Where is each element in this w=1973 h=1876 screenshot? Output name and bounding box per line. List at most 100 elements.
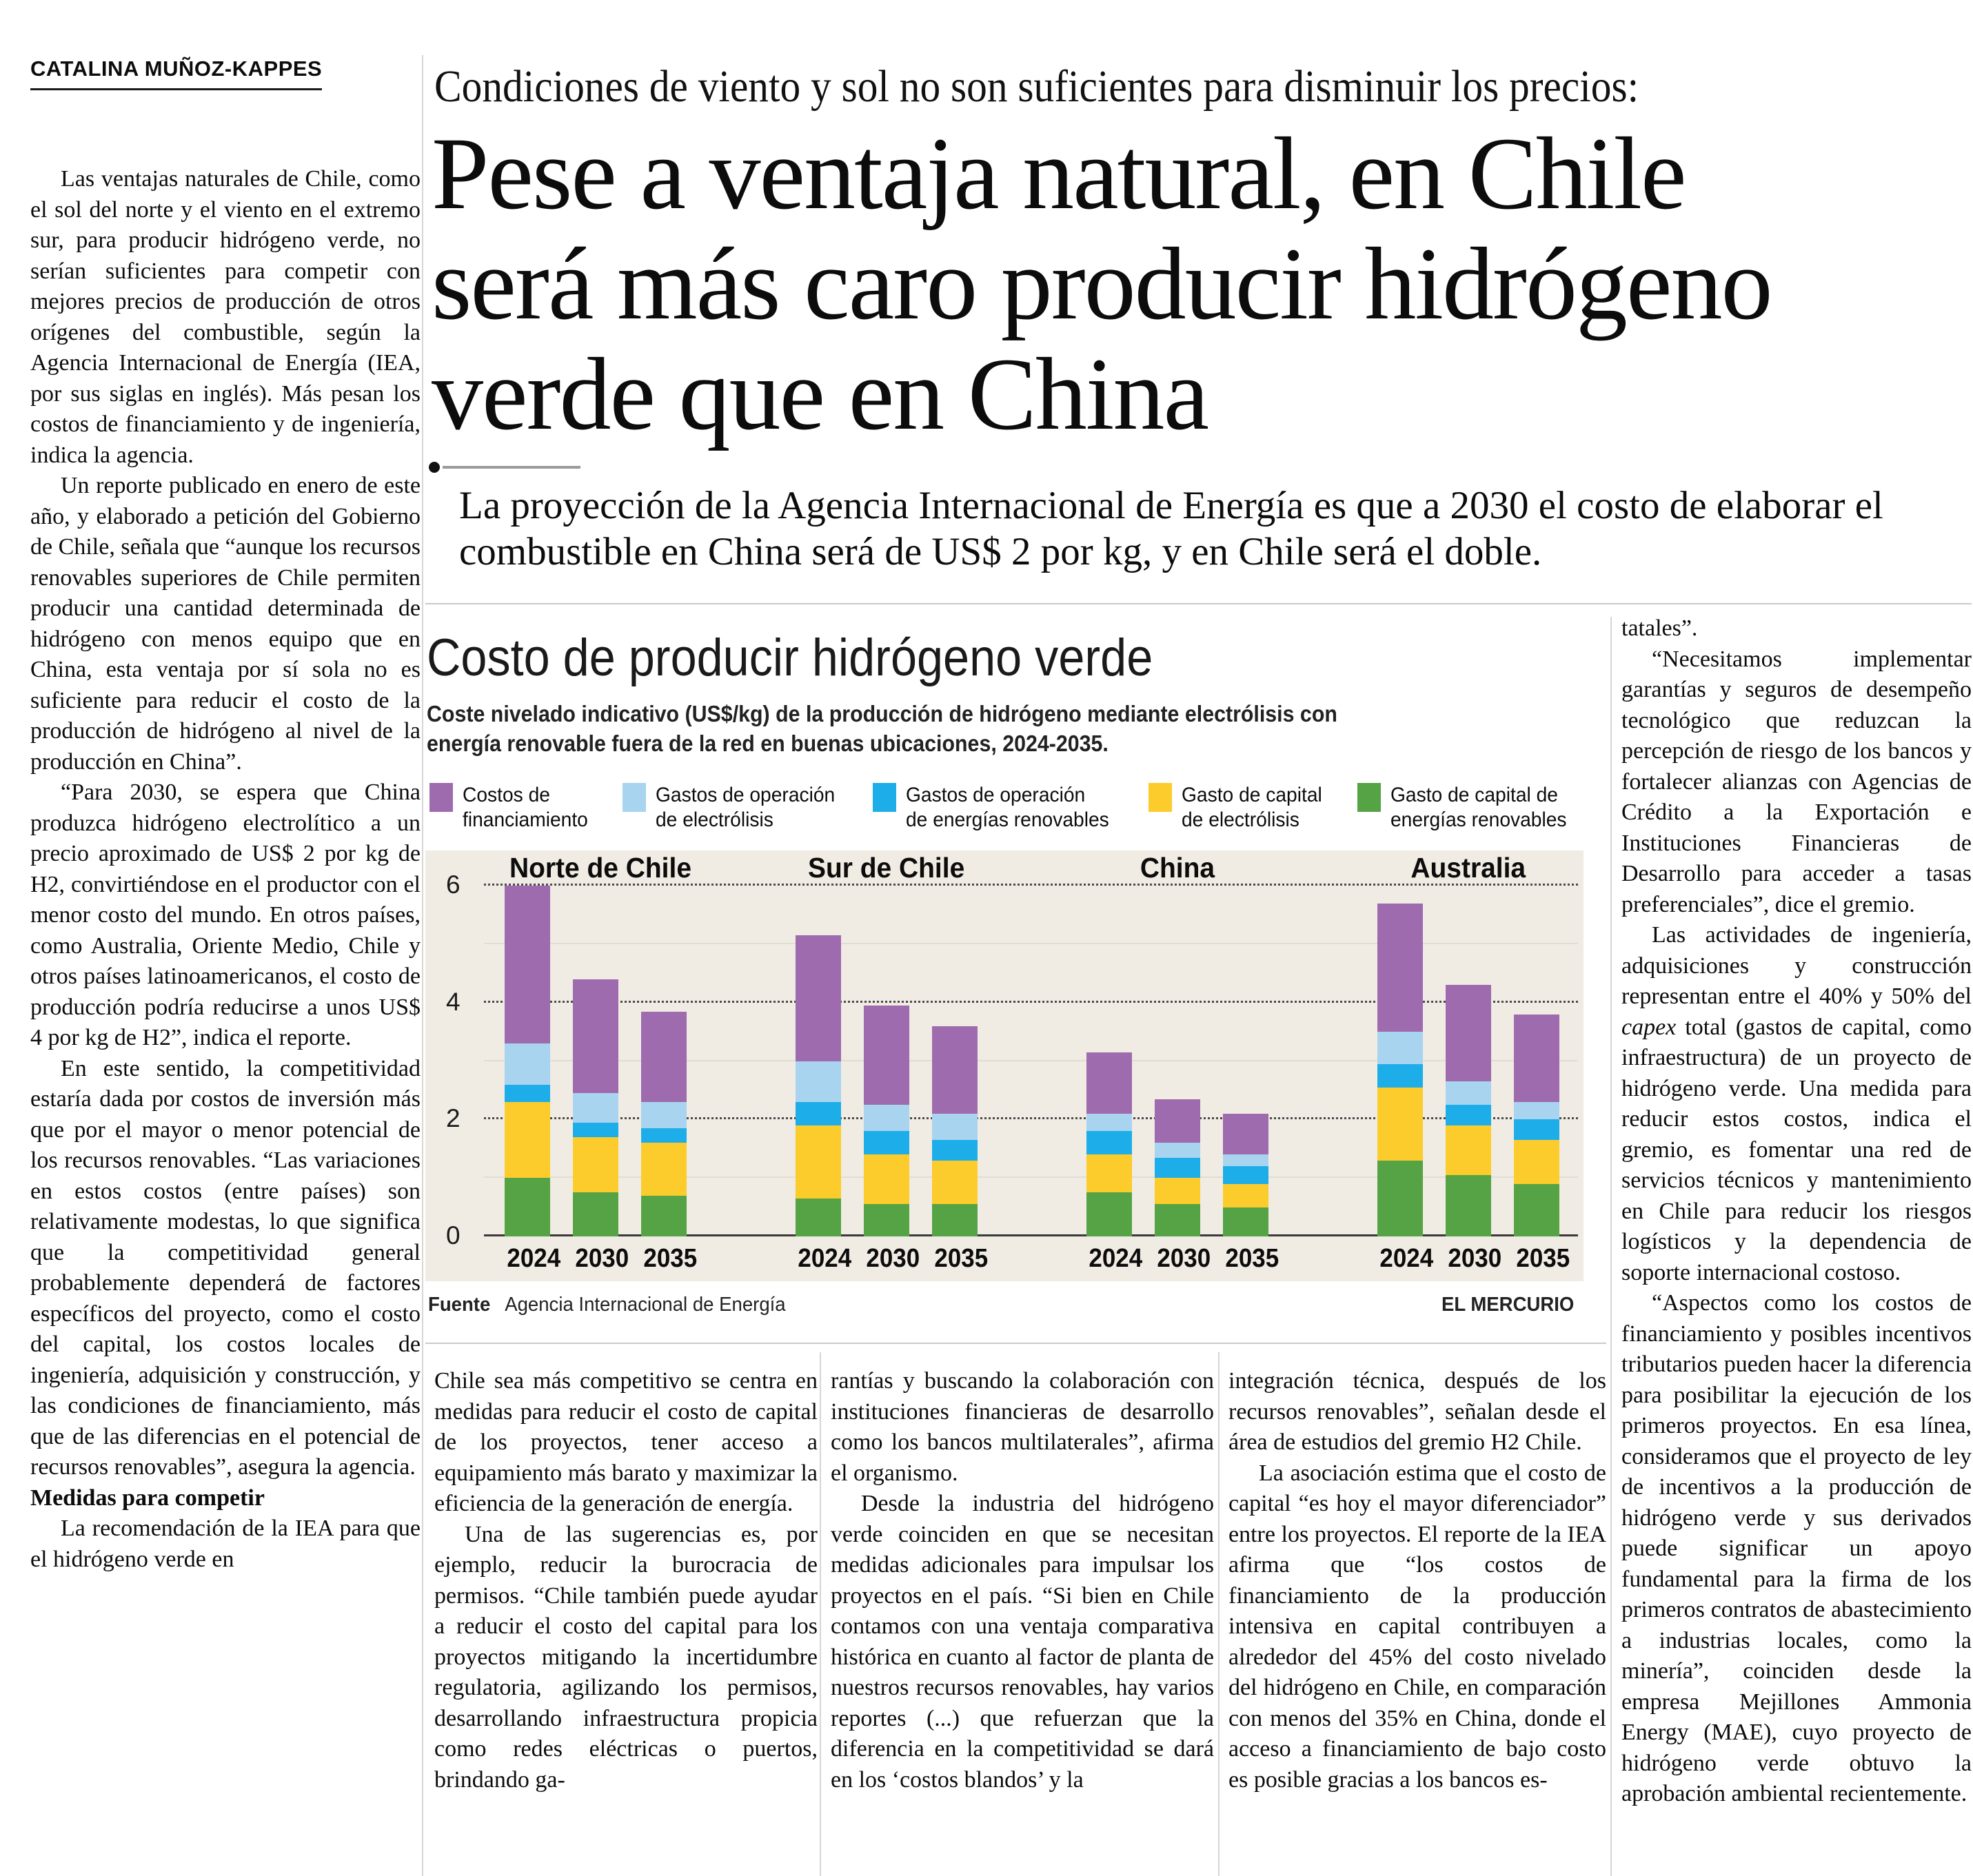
chart-bottom-rule <box>425 1343 1606 1344</box>
bar-segment <box>1514 1014 1559 1102</box>
bar-segment <box>1377 1087 1423 1161</box>
bottom-column-2: rantías y buscando la colaboración con i… <box>831 1366 1214 1795</box>
x-axis-year-label: 2035 <box>934 1244 989 1273</box>
stacked-bar: 2024 <box>796 850 851 1273</box>
gridline-minor <box>484 943 1578 944</box>
bar-segment <box>505 1043 550 1085</box>
x-axis-year-label: 2024 <box>1089 1244 1143 1273</box>
left-column-rule <box>422 55 423 1876</box>
bar-segment <box>573 1122 618 1137</box>
paragraph: En este sentido, la competitividad estar… <box>30 1055 421 1480</box>
paragraph: “Para 2030, se espera que China produzca… <box>30 779 421 1050</box>
legend-label: Gastos de operación de energías renovabl… <box>906 784 1109 831</box>
legend-item: Gasto de capital de electrólisis <box>1148 783 1331 833</box>
bar-segment <box>864 1131 909 1155</box>
bar-segment <box>1086 1154 1132 1193</box>
chart-group: Norte de Chile 2024 2030 2035 <box>505 850 697 1273</box>
gridline-minor <box>484 1176 1578 1179</box>
bar-segment <box>864 1006 909 1105</box>
bar-segment <box>864 1204 909 1236</box>
divider-dot-icon <box>429 462 440 473</box>
bar-segment <box>1086 1192 1132 1236</box>
gridline-minor <box>484 1059 1578 1061</box>
bar-segment <box>505 886 550 1044</box>
paragraph: tatales”. <box>1621 615 1698 641</box>
bar-segment <box>1223 1183 1268 1207</box>
chart-group-title: Australia <box>1410 852 1526 884</box>
bar-segment <box>864 1154 909 1205</box>
byline: CATALINA MUÑOZ-KAPPES <box>30 57 323 90</box>
headline: Pese a ventaja natural, en Chile será má… <box>432 119 1962 449</box>
bar-segment <box>1155 1157 1200 1179</box>
chart-group: China 2024 2030 2035 <box>1086 850 1279 1273</box>
paragraph: Un reporte publicado en enero de este añ… <box>30 473 421 775</box>
section-subhead: Medidas para competir <box>30 1485 265 1511</box>
bar-segment <box>796 1101 841 1125</box>
left-column: Las ventajas naturales de Chile, como el… <box>30 164 421 1575</box>
bar-segment <box>932 1204 978 1236</box>
column-rule-3 <box>1610 617 1612 1876</box>
stacked-bar: 2024 <box>1086 850 1142 1273</box>
capex-italic: capex <box>1621 1014 1677 1040</box>
stacked-bar: 2030 <box>1155 850 1211 1273</box>
bar-segment <box>796 1125 841 1199</box>
right-column: tatales”. “Necesitamos implementar garan… <box>1621 613 1972 1810</box>
y-axis-tick-label: 4 <box>446 987 461 1016</box>
paragraph: Las ventajas naturales de Chile, como el… <box>30 166 421 468</box>
bar-segment <box>932 1026 978 1114</box>
bar-segment <box>932 1113 978 1141</box>
x-axis-year-label: 2030 <box>575 1244 629 1273</box>
bar-segment <box>505 1101 550 1179</box>
chart-source: Fuente Agencia Internacional de Energía <box>428 1294 786 1316</box>
bar-segment <box>573 1192 618 1236</box>
chart-groups: Norte de Chile 2024 2030 2035 Sur de Chile 20… <box>491 850 1573 1273</box>
legend-swatch-icon <box>429 783 453 812</box>
x-axis-year-label: 2024 <box>798 1244 852 1273</box>
paragraph: Una de las sugerencias es, por ejemplo, … <box>434 1521 818 1793</box>
bar-segment <box>1514 1140 1559 1184</box>
bar-segment <box>1155 1143 1200 1158</box>
divider-line <box>443 466 580 469</box>
bar-segment <box>1377 903 1423 1032</box>
chart-group: Sur de Chile 2024 2030 2035 <box>796 850 988 1273</box>
paragraph: La asociación estima que el costo de cap… <box>1228 1460 1606 1793</box>
x-axis-year-label: 2035 <box>643 1244 698 1273</box>
paragraph: Chile sea más competitivo se centra en m… <box>434 1368 818 1516</box>
bar-segment <box>932 1140 978 1161</box>
chart-group: Australia 2024 2030 2035 <box>1377 850 1570 1273</box>
chart-legend: Costos de financiamiento Gastos de operac… <box>429 783 1578 833</box>
publisher-credit: EL MERCURIO <box>1441 1294 1574 1316</box>
kicker: Condiciones de viento y sol no son sufic… <box>434 61 1639 112</box>
bar-segment <box>796 1198 841 1236</box>
bar-segment <box>1086 1131 1132 1155</box>
stacked-bar: 2035 <box>641 850 697 1273</box>
stacked-bar: 2030 <box>1446 850 1501 1273</box>
bar-segment <box>641 1195 687 1236</box>
bar-segment <box>505 1178 550 1236</box>
legend-swatch-icon <box>873 783 897 812</box>
legend-label: Gastos de operación de electrólisis <box>655 784 836 831</box>
stacked-bar: 2024 <box>505 850 560 1273</box>
chart-group-title: Norte de Chile <box>509 852 691 884</box>
bar-segment <box>796 1061 841 1102</box>
legend-swatch-icon <box>1148 783 1172 812</box>
x-axis-year-label: 2024 <box>507 1244 561 1273</box>
x-axis-year-label: 2030 <box>866 1244 920 1273</box>
bar-segment <box>1514 1183 1559 1236</box>
bar-segment <box>641 1128 687 1143</box>
chart-group-title: Sur de Chile <box>808 852 965 884</box>
bottom-column-3: integración técnica, después de los recu… <box>1228 1366 1606 1795</box>
bar-segment <box>1155 1099 1200 1143</box>
bar-segment <box>1223 1113 1268 1155</box>
legend-item: Gastos de operación de electrólisis <box>622 783 847 833</box>
legend-item: Gasto de capital de energías renovables <box>1357 783 1578 833</box>
bar-segment <box>1086 1113 1132 1132</box>
stacked-bar: 2035 <box>1223 850 1279 1273</box>
deck: La proyección de la Agencia Internaciona… <box>459 484 1883 573</box>
chart-block: Costo de producir hidrógeno verde Coste … <box>425 604 1584 1316</box>
gridline-major <box>484 1117 1578 1120</box>
bar-segment <box>1086 1052 1132 1114</box>
y-axis-tick-label: 2 <box>446 1104 461 1133</box>
stacked-bar: 2035 <box>1514 850 1570 1273</box>
